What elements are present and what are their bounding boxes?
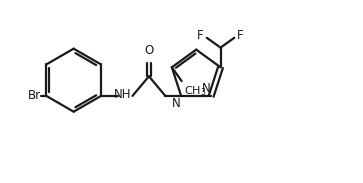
Text: N: N [201, 82, 210, 95]
Text: NH: NH [114, 88, 131, 101]
Text: F: F [197, 29, 204, 42]
Text: F: F [237, 29, 244, 42]
Text: Br: Br [28, 89, 41, 102]
Text: CH$_3$: CH$_3$ [184, 84, 206, 98]
Text: O: O [144, 44, 154, 57]
Text: N: N [171, 97, 180, 110]
